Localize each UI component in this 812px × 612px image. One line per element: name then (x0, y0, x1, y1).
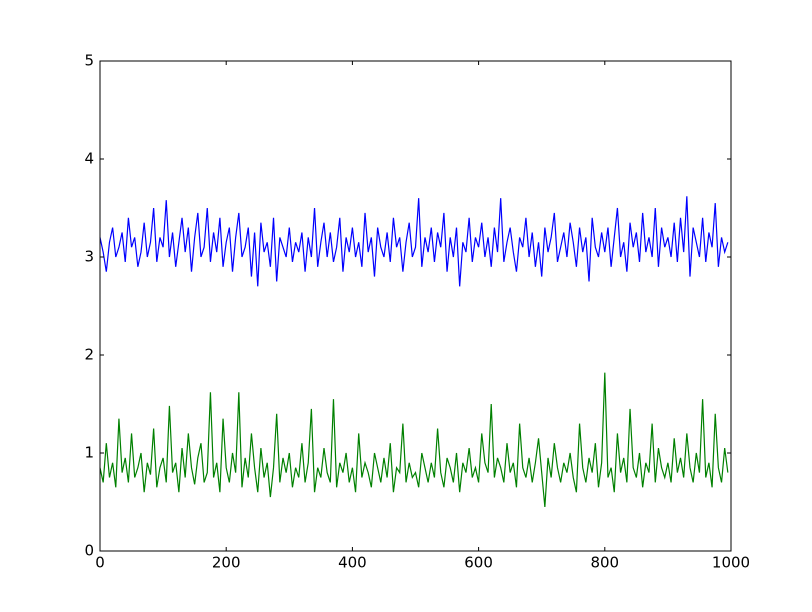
x-tick-label: 800 (590, 554, 619, 572)
x-tick-label: 200 (212, 554, 241, 572)
x-tick-label: 1000 (712, 554, 750, 572)
x-tick-label: 600 (464, 554, 493, 572)
y-tick-label: 4 (84, 150, 94, 168)
y-tick-label: 3 (84, 248, 94, 266)
data-line (99, 196, 729, 287)
data-line (99, 372, 729, 507)
y-tick-label: 1 (84, 444, 94, 462)
y-tick-label: 2 (84, 346, 94, 364)
x-tick-label: 0 (95, 554, 105, 572)
plot-frame (99, 60, 732, 552)
x-tick-label: 400 (338, 554, 367, 572)
y-tick-label: 0 (84, 542, 94, 560)
y-tick-label: 5 (84, 52, 94, 70)
